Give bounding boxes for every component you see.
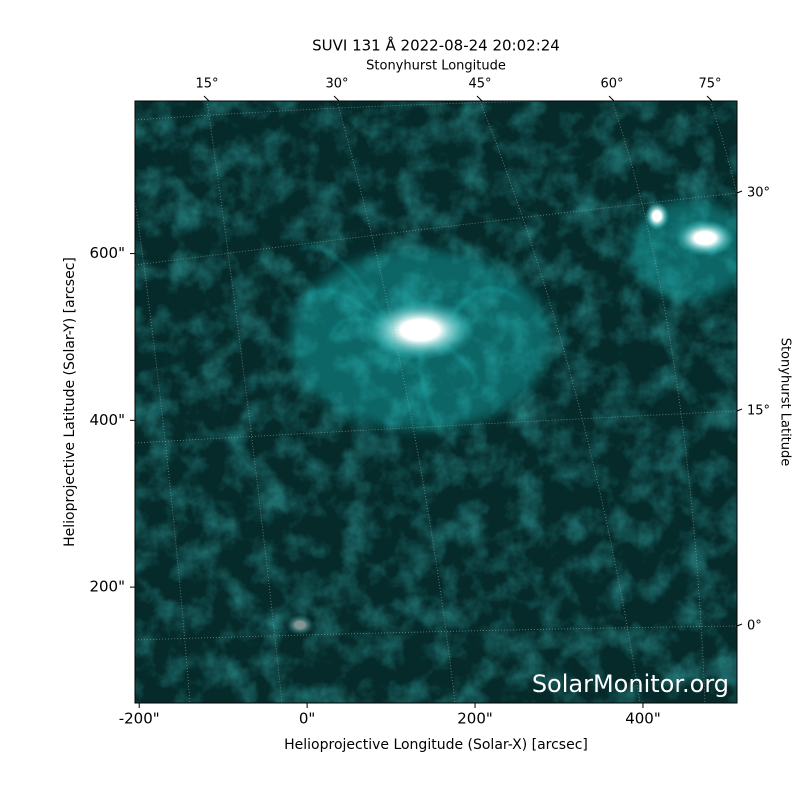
active-region (675, 220, 735, 256)
top-axis-label: Stonyhurst Longitude (366, 59, 506, 74)
top-tick-label: 60° (600, 77, 623, 92)
top-tick-label: 75° (698, 77, 721, 92)
graticule (135, 410, 737, 444)
right-tick-label: 30° (747, 186, 770, 201)
top-tick (476, 95, 483, 102)
graticule (135, 192, 737, 266)
top-tick (333, 95, 340, 102)
x-tick-label: 200" (457, 710, 493, 728)
top-tick (706, 95, 713, 102)
top-tick-label: 30° (325, 77, 348, 92)
right-tick (736, 623, 743, 627)
graticule (336, 101, 456, 703)
solar-image (135, 101, 737, 703)
bright-point (286, 615, 314, 635)
graticule (206, 101, 283, 703)
x-tick-label: 0" (299, 710, 315, 728)
y-tick-label: 200" (89, 578, 125, 596)
y-axis-label: Helioprojective Latitude (Solar-Y) [arcs… (62, 257, 78, 547)
right-tick-label: 0° (747, 619, 762, 634)
y-tick-label: 600" (89, 244, 125, 262)
right-axis-label: Stonyhurst Latitude (778, 338, 793, 467)
right-tick-label: 15° (747, 404, 770, 419)
graticule (135, 625, 737, 641)
watermark: SolarMonitor.org (532, 670, 729, 698)
flare-core (365, 300, 475, 360)
x-tick-label: 400" (625, 710, 661, 728)
chart-title: SUVI 131 Å 2022-08-24 20:02:24 (312, 36, 560, 55)
graticule (135, 101, 546, 121)
x-axis-label: Helioprojective Longitude (Solar-X) [arc… (284, 737, 588, 753)
top-tick (203, 95, 210, 102)
plot-frame (134, 100, 738, 704)
right-tick (736, 190, 743, 194)
x-tick-label: -200" (119, 710, 160, 728)
top-tick-label: 15° (195, 77, 218, 92)
active-region (645, 202, 669, 230)
top-tick (608, 95, 615, 102)
y-tick-label: 400" (89, 411, 125, 429)
top-tick-label: 45° (468, 77, 491, 92)
right-tick (736, 408, 743, 412)
graticule (135, 199, 191, 703)
